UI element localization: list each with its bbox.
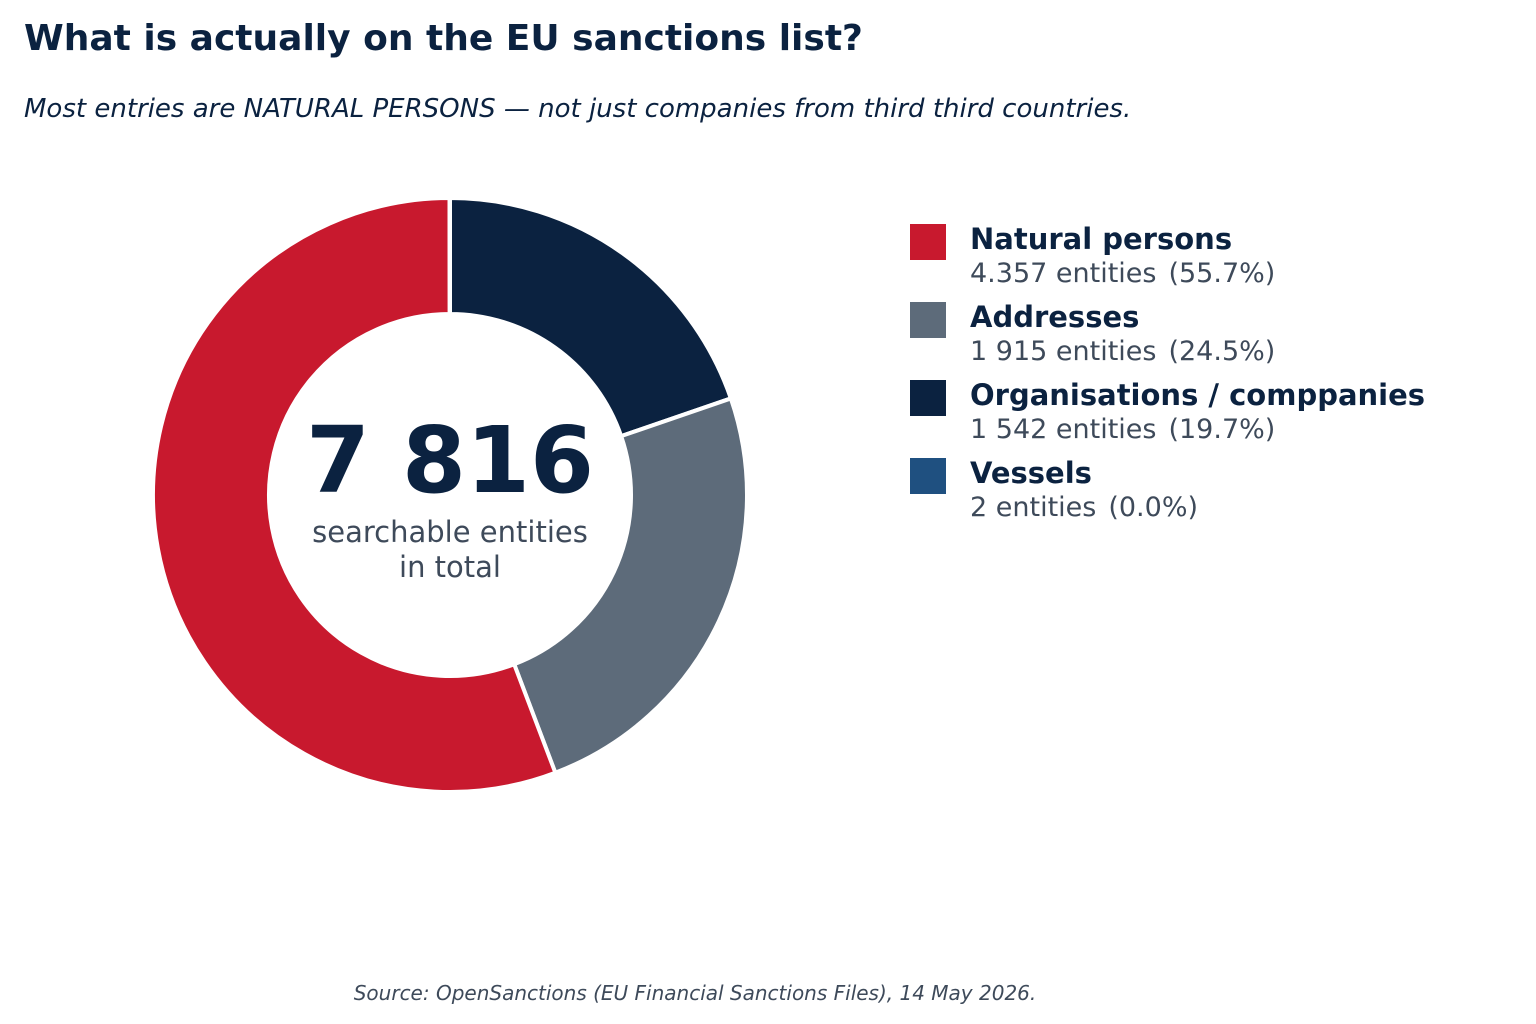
legend-value: 2 entities bbox=[970, 492, 1097, 523]
legend-item-vessels: Vessels 2 entities (0.0%) bbox=[910, 456, 1510, 534]
legend-item-natural-persons: Natural persons 4.357 entities (55.7%) bbox=[910, 222, 1510, 300]
donut-slice-addresses bbox=[512, 396, 749, 775]
legend-label: Natural persons bbox=[970, 222, 1233, 256]
legend-item-organisations: Organisations / comppanies 1 542 entitie… bbox=[910, 378, 1510, 456]
legend: Natural persons 4.357 entities (55.7%) Ad… bbox=[910, 222, 1510, 534]
center-total: 7 816 bbox=[306, 407, 594, 514]
chart-title: What is actually on the EU sanctions lis… bbox=[24, 18, 863, 59]
donut-chart: 7 816 searchable entities in total bbox=[151, 195, 749, 794]
legend-swatch bbox=[910, 380, 946, 416]
legend-label: Addresses bbox=[970, 300, 1140, 334]
center-label-line2: in total bbox=[399, 550, 501, 584]
legend-detail: 1 915 entities (24.5%) bbox=[970, 336, 1275, 367]
legend-detail: 4.357 entities (55.7%) bbox=[970, 258, 1275, 289]
source-note: Source: OpenSanctions (EU Financial Sanc… bbox=[353, 981, 1037, 1005]
legend-label: Vessels bbox=[970, 456, 1092, 490]
legend-value: 1 542 entities bbox=[970, 414, 1157, 445]
legend-swatch bbox=[910, 224, 946, 260]
donut-slices bbox=[151, 195, 749, 794]
legend-percent: (55.7%) bbox=[1168, 258, 1276, 289]
donut-slice-organisations-comppanies bbox=[448, 196, 733, 439]
legend-percent: (19.7%) bbox=[1168, 414, 1276, 445]
legend-percent: (0.0%) bbox=[1108, 492, 1199, 523]
donut-slice-natural-persons bbox=[151, 196, 558, 794]
legend-detail: 1 542 entities (19.7%) bbox=[970, 414, 1275, 445]
legend-value: 4.357 entities bbox=[970, 258, 1157, 289]
legend-swatch bbox=[910, 458, 946, 494]
center-label-line1: searchable entities bbox=[312, 515, 588, 549]
legend-value: 1 915 entities bbox=[970, 336, 1157, 367]
chart-subtitle: Most entries are NATURAL PERSONS — not j… bbox=[24, 94, 1132, 124]
legend-item-addresses: Addresses 1 915 entities (24.5%) bbox=[910, 300, 1510, 378]
legend-percent: (24.5%) bbox=[1168, 336, 1276, 367]
legend-detail: 2 entities (0.0%) bbox=[970, 492, 1198, 523]
legend-swatch bbox=[910, 302, 946, 338]
legend-label: Organisations / comppanies bbox=[970, 378, 1426, 412]
